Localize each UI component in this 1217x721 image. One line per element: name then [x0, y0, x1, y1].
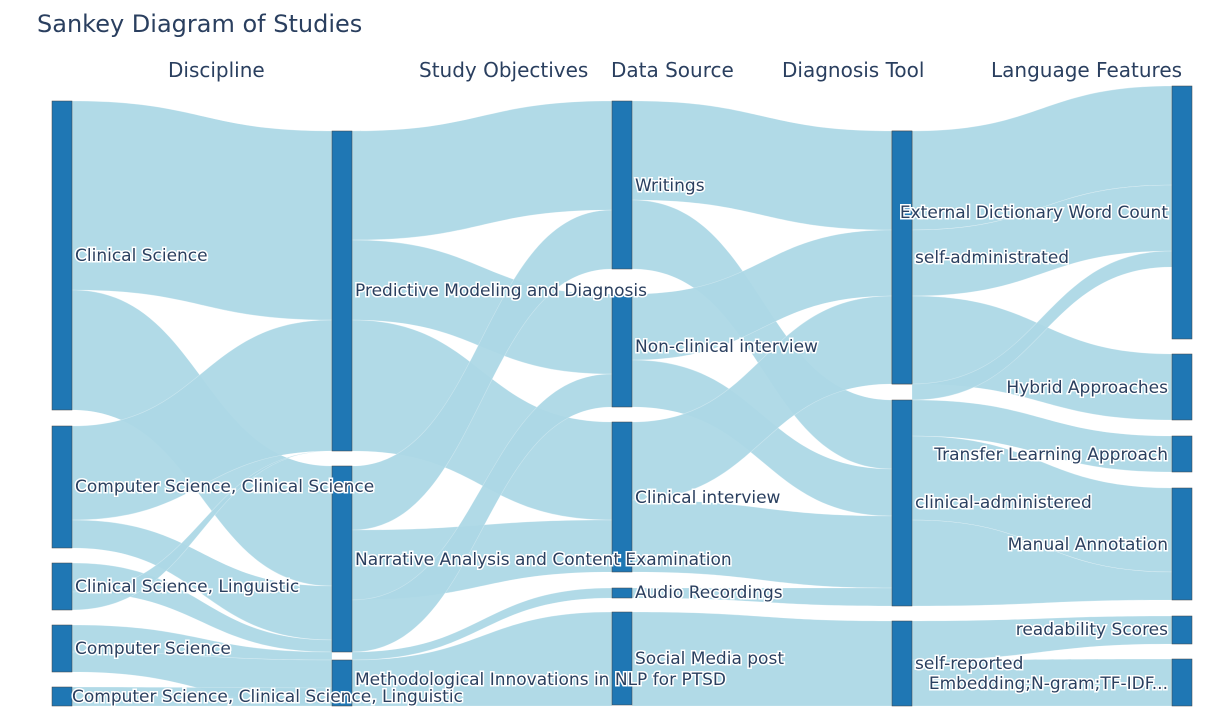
sankey-node[interactable]: [51, 686, 73, 707]
chart-title: Sankey Diagram of Studies: [37, 10, 363, 38]
node-label: Writings: [635, 176, 705, 196]
sankey-links: [71, 85, 1173, 707]
sankey-node[interactable]: [1171, 487, 1193, 601]
sankey-node[interactable]: [51, 562, 73, 611]
sankey-node[interactable]: [51, 425, 73, 549]
sankey-node[interactable]: [611, 100, 633, 270]
sankey-node[interactable]: [51, 100, 73, 411]
sankey-node[interactable]: [611, 611, 633, 706]
column-header-language-features: Language Features: [991, 58, 1183, 82]
node-label: Clinical Science, Linguistic: [75, 577, 299, 597]
node-label: Clinical interview: [635, 488, 781, 508]
node-label: Predictive Modeling and Diagnosis: [355, 281, 647, 301]
node-label: Hybrid Approaches: [1006, 378, 1168, 398]
sankey-node[interactable]: [1171, 658, 1193, 707]
sankey-node[interactable]: [1171, 353, 1193, 421]
node-label: readability Scores: [1016, 620, 1168, 640]
node-label: clinical-administered: [915, 493, 1092, 513]
node-label: Computer Science: [75, 639, 231, 659]
node-label: Transfer Learning Approach: [933, 445, 1168, 465]
sankey-link[interactable]: [71, 100, 333, 321]
node-label: Narrative Analysis and Content Examinati…: [355, 550, 732, 570]
node-label: Computer Science, Clinical Science: [75, 477, 374, 497]
sankey-node[interactable]: [331, 659, 353, 707]
node-label: Social Media post: [635, 649, 784, 669]
node-label: self-reported: [915, 654, 1023, 674]
node-label: Embedding;N-gram;TF-IDF...: [929, 674, 1168, 694]
sankey-nodes: [51, 85, 1193, 707]
sankey-node[interactable]: [51, 624, 73, 673]
sankey-node[interactable]: [1171, 85, 1193, 340]
column-header-diagnosis-tool: Diagnosis Tool: [782, 58, 925, 82]
node-label: Clinical Science: [75, 246, 208, 266]
sankey-node[interactable]: [891, 399, 913, 607]
node-label: Computer Science, Clinical Science, Ling…: [72, 687, 463, 707]
column-header-study-objectives: Study Objectives: [419, 58, 589, 82]
column-header-discipline: Discipline: [168, 58, 265, 82]
node-label: Manual Annotation: [1008, 535, 1168, 555]
sankey-node[interactable]: [611, 421, 633, 573]
node-label: Non-clinical interview: [635, 337, 818, 357]
sankey-node[interactable]: [331, 130, 353, 452]
sankey-node[interactable]: [1171, 615, 1193, 645]
node-label: External Dictionary Word Count: [900, 203, 1168, 223]
sankey-node[interactable]: [1171, 435, 1193, 473]
node-label: Methodological Innovations in NLP for PT…: [355, 670, 726, 690]
sankey-node[interactable]: [331, 465, 353, 653]
sankey-labels: Clinical Science Computer Science, Clinic…: [71, 175, 1170, 709]
sankey-node[interactable]: [611, 293, 633, 408]
sankey-node[interactable]: [891, 620, 913, 707]
node-label: Audio Recordings: [635, 583, 783, 603]
sankey-node[interactable]: [611, 587, 633, 599]
node-label: self-administrated: [915, 248, 1069, 268]
column-header-data-source: Data Source: [611, 58, 734, 82]
sankey-node[interactable]: [891, 130, 913, 385]
sankey-link[interactable]: [631, 499, 893, 589]
